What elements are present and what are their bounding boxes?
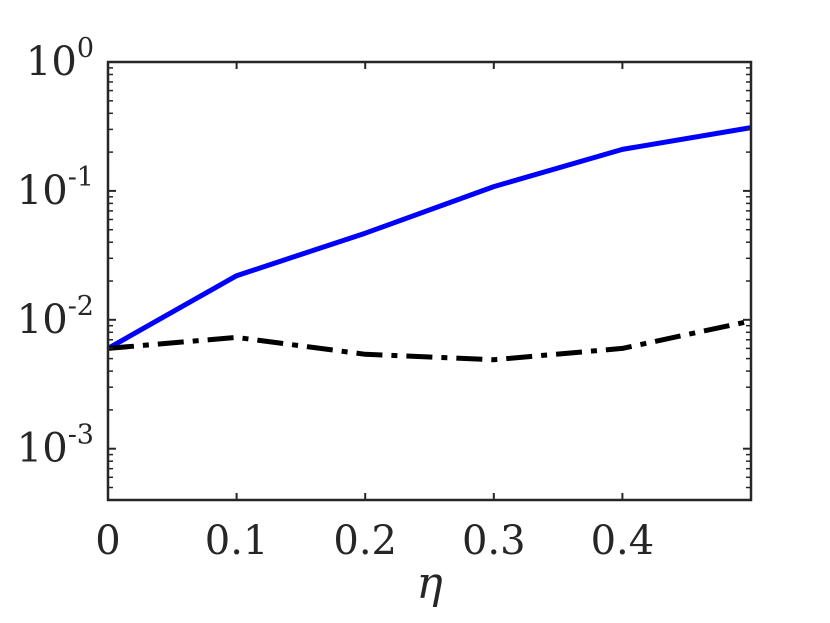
- x-tick-label: 0: [95, 518, 120, 564]
- series-layer: [106, 125, 752, 363]
- x-tick-label: 0.4: [591, 518, 655, 564]
- x-tick-label: 0.3: [462, 518, 526, 564]
- y-tick-label: 10-1: [17, 162, 94, 214]
- y-tick-label: 10-2: [17, 291, 94, 343]
- y-tick-label: 100: [26, 33, 94, 85]
- axes-box: [106, 60, 753, 502]
- x-axis-label: η: [416, 558, 442, 609]
- tick-layer: [107, 61, 751, 501]
- y-tick-label: 10-3: [17, 420, 94, 472]
- label-layer: 0 0.1 0.2 0.3 0.4 10-3 10-2 10-1 100: [17, 33, 654, 564]
- x-tick-label: 0.1: [205, 518, 269, 564]
- series-line-1: [106, 125, 752, 351]
- series-line-2: [107, 318, 752, 363]
- x-tick-label: 0.2: [333, 518, 397, 564]
